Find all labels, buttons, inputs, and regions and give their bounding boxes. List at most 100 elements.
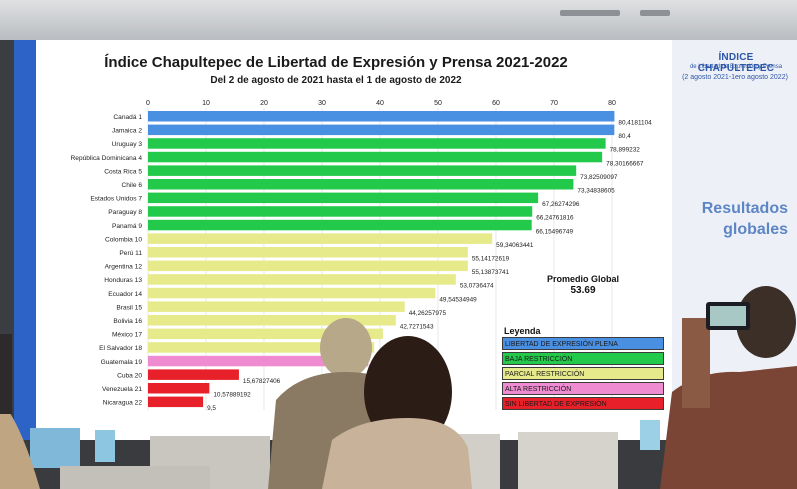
water-bottle [245, 440, 267, 485]
side-panel-title: ÍNDICE CHAPULTEPEC [697, 52, 775, 74]
floor [0, 440, 797, 489]
bar [148, 151, 603, 163]
data-label: 44,26257975 [409, 310, 447, 317]
data-label: 78,899232 [610, 147, 641, 154]
bar [148, 179, 574, 190]
chart-subtitle: Del 2 de agosto de 2021 hasta el 1 de ag… [210, 75, 462, 86]
average-label: Promedio Global [546, 274, 619, 284]
data-label: 80,4 [618, 133, 631, 140]
bar [148, 260, 468, 272]
results-line-1: Resultados [701, 200, 788, 217]
x-tick-label: 30 [318, 100, 326, 107]
legend-item-sin: SIN LIBERTAD DE EXPRESIÓN [502, 397, 664, 410]
x-tick-label: 10 [202, 100, 210, 107]
bar [148, 111, 615, 122]
data-label: 15,67827406 [243, 378, 281, 385]
category-label: Colombia 10 [105, 236, 142, 243]
category-label: Jamaica 2 [112, 128, 142, 135]
chair-back [300, 434, 500, 489]
results-heading: Resultados globales [676, 198, 788, 240]
bar [148, 315, 396, 326]
side-panel [672, 40, 797, 440]
legend-item-plena: LIBERTAD DE EXPRESIÓN PLENA [502, 337, 664, 350]
data-label: 80,4181104 [618, 120, 652, 127]
bar [148, 192, 539, 204]
data-label: 73,34838605 [577, 188, 615, 195]
chair-back [518, 432, 618, 489]
bar [148, 247, 468, 258]
category-label: Bolivia 16 [113, 318, 142, 325]
category-label: Guatemala 19 [101, 359, 143, 366]
category-label: Venezuela 21 [102, 386, 142, 393]
legend-item-baja: BAJA RESTRICCIÓN [502, 352, 664, 365]
data-label: 66,24761816 [536, 215, 574, 222]
category-label: El Salvador 18 [99, 345, 142, 352]
side-panel-subtitle: de Libertad de Expresión y Prensa [689, 64, 783, 70]
bar [148, 206, 533, 217]
data-label: 42,7271543 [400, 324, 434, 331]
bar [148, 396, 204, 408]
category-label: República Dominicana 4 [71, 155, 143, 162]
bar [148, 124, 615, 136]
side-panel-dates: (2 agosto 2021-1ero agosto 2022) [682, 74, 788, 81]
bar [148, 274, 456, 285]
x-tick-label: 80 [608, 100, 616, 107]
x-tick-label: 50 [434, 100, 442, 107]
chart-title: Índice Chapultepec de Libertad de Expres… [104, 54, 568, 71]
bar [148, 138, 606, 149]
data-label: 78,30166667 [606, 160, 644, 167]
x-tick-label: 70 [550, 100, 558, 107]
bar [148, 355, 369, 367]
x-tick-label: 20 [260, 100, 268, 107]
category-label: Panamá 9 [112, 223, 142, 230]
bar [148, 369, 239, 380]
legend: LIBERTAD DE EXPRESIÓN PLENA BAJA RESTRIC… [502, 337, 664, 412]
bar [148, 383, 210, 394]
category-label: Cuba 20 [117, 372, 142, 379]
data-label: 49,54534949 [439, 296, 477, 303]
category-label: Nicaragua 22 [103, 400, 143, 407]
category-label: Costa Rica 5 [104, 168, 142, 175]
bar [148, 219, 532, 231]
legend-title: Leyenda [504, 326, 541, 336]
legend-item-parcial: PARCIAL RESTRICCIÓN [502, 367, 664, 380]
category-label: Argentina 12 [105, 264, 143, 271]
bar-chart: 0 10 20 30 40 50 60 70 80 Canadá 1 80,4181104 Jamai… [71, 100, 653, 412]
category-label: Uruguay 3 [112, 141, 143, 148]
results-line-2: globales [723, 221, 788, 238]
blue-border-strip [14, 40, 36, 440]
category-label: Estados Unidos 7 [90, 196, 142, 203]
chair-back [60, 466, 210, 489]
data-label: 53,0736474 [460, 283, 494, 290]
ceiling [0, 0, 797, 40]
bar [148, 233, 493, 244]
legend-item-alta: ALTA RESTRICCIÓN [502, 382, 664, 395]
category-label: Canadá 1 [113, 114, 142, 121]
category-label: Chile 6 [121, 182, 142, 189]
data-label: 73,82509097 [580, 174, 618, 181]
category-label: Brasil 15 [116, 304, 142, 311]
chair-back [150, 436, 270, 489]
category-label: México 17 [112, 332, 142, 339]
water-bottle [545, 436, 567, 484]
left-wall [0, 40, 14, 489]
data-label: 59,34063441 [496, 242, 534, 249]
data-label: 66,15496749 [536, 228, 574, 235]
data-label: 67,26274296 [542, 201, 580, 208]
data-label: 55,13873741 [472, 269, 510, 276]
category-label: Perú 11 [119, 250, 142, 257]
bar [148, 287, 436, 299]
x-tick-label: 60 [492, 100, 500, 107]
x-tick-label: 0 [146, 100, 150, 107]
ceiling-light [640, 10, 670, 16]
bar [148, 342, 375, 353]
bar [148, 165, 577, 176]
data-label: 55,14172619 [472, 256, 510, 263]
category-label: Ecuador 14 [108, 291, 142, 298]
bar [148, 328, 383, 340]
data-label: 10,57889192 [213, 392, 251, 399]
bar [148, 301, 405, 312]
category-label: Paraguay 8 [108, 209, 142, 216]
category-label: Honduras 13 [104, 277, 142, 284]
ceiling-vent [560, 10, 620, 16]
